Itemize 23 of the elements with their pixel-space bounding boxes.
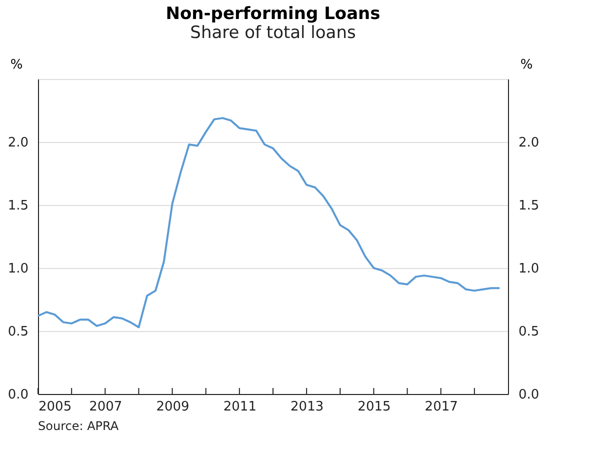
y-tick-label: 2.0 [8,136,28,150]
y2-tick-label: 1.0 [518,262,540,276]
source-note: Source: APRA [38,419,120,433]
x-tick-label: 2017 [424,400,458,414]
y2-tick-label: 0.5 [518,324,540,340]
x-tick-label: 2007 [89,400,122,414]
y-tick-label: 0.5 [8,324,28,340]
x-tick-label: 2013 [290,400,324,414]
y2-tick-label: 2.0 [518,136,540,150]
x-tick-label: 2005 [38,400,72,414]
line-series [37,117,501,328]
x-tick-label: 2011 [223,400,256,414]
y2-tick-label: 1.5 [518,198,540,214]
chart-title: Non-performing Loans [166,4,380,24]
y-tick-label: 1.5 [8,198,28,214]
y-tick-label: 0.0 [8,388,28,402]
chart-subtitle: Share of total loans [190,23,356,43]
x-tick-label: 2015 [358,400,391,414]
y2-axis-title: % [520,58,533,72]
y-tick-label: 1.0 [8,262,28,276]
y-axis-title: % [10,58,23,72]
x-tick-label: 2009 [156,400,190,414]
y2-tick-label: 0.0 [518,388,540,402]
